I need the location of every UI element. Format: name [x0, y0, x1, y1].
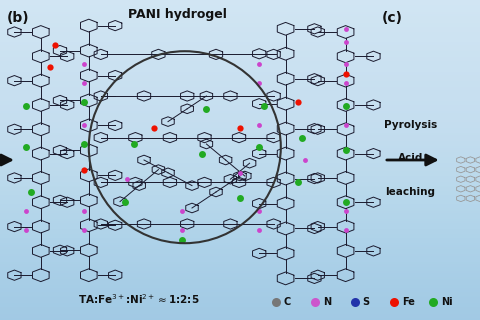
Text: Fe: Fe — [402, 297, 415, 308]
Text: Acid: Acid — [398, 153, 423, 164]
Text: Ni: Ni — [441, 297, 453, 308]
Text: S: S — [362, 297, 370, 308]
Text: (c): (c) — [382, 11, 403, 25]
Text: leaching: leaching — [385, 187, 435, 197]
Text: TA:Fe$^{3+}$:Ni$^{2+}$$\approx$1:2:5: TA:Fe$^{3+}$:Ni$^{2+}$$\approx$1:2:5 — [78, 292, 200, 306]
Text: N: N — [323, 297, 331, 308]
Text: Pyrolysis: Pyrolysis — [384, 120, 437, 130]
Text: C: C — [284, 297, 291, 308]
Text: PANI hydrogel: PANI hydrogel — [128, 8, 227, 21]
Text: (b): (b) — [7, 11, 30, 25]
